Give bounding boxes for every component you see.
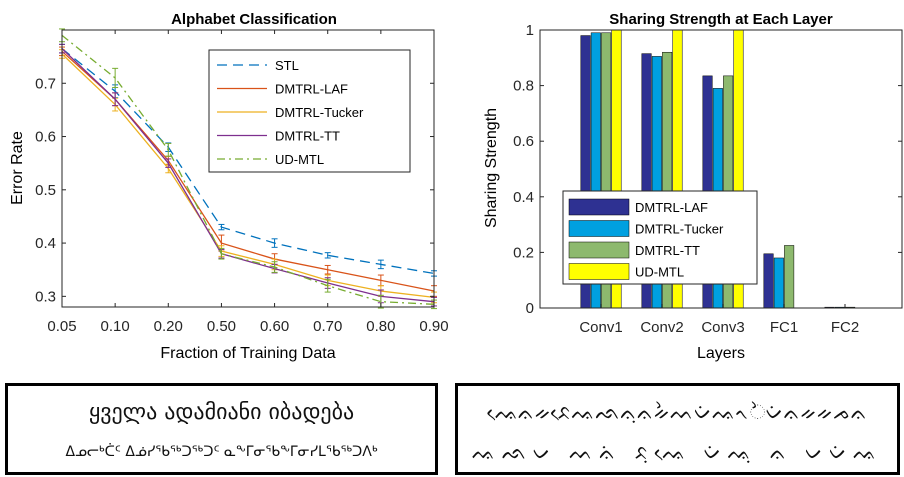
data-point [380, 279, 382, 281]
y-tick-label: 1 [526, 22, 534, 39]
x-tick-label: 0.05 [47, 318, 76, 335]
legend-swatch [568, 263, 630, 280]
left-x-axis-label: Fraction of Training Data [160, 345, 335, 362]
legend-entry: DMTRL-TT [635, 243, 700, 258]
y-tick-label: 0.6 [513, 133, 534, 150]
bar-group-fc1 [763, 245, 795, 309]
data-point [114, 77, 116, 79]
series-line [61, 53, 435, 299]
right-script-sample-box: ᨕᨙᨊᨀᨅᨙᨕᨒᨊᨘᨊᨀᨛᨓᨆᨗᨕᨚᨛᨆᨗᨊᨀᨀᨍᨊ ᨕᨒᨆ ᨓᨊᨗ ᨅᨘᨕᨙ … [455, 383, 900, 475]
x-tick-label: 0.10 [101, 318, 130, 335]
buginese-script-line-1: ᨕᨙᨊᨀᨅᨙᨕᨒᨊᨘᨊᨀᨛᨓᨆᨗᨕᨚᨛᨆᨗᨊᨀᨀᨍᨊ [487, 400, 868, 424]
legend-swatch [568, 241, 630, 259]
data-point [273, 242, 276, 244]
y-tick-label: 0 [526, 300, 534, 317]
x-tick-label: 0.90 [419, 318, 448, 335]
data-point [380, 301, 382, 303]
x-tick-label: 0.80 [366, 318, 395, 335]
left-chart-title: Alphabet Classification [171, 11, 337, 28]
x-tick-label: Conv2 [640, 319, 683, 336]
legend-box [208, 49, 411, 173]
y-tick-label: 0.8 [513, 78, 534, 95]
data-point [327, 285, 329, 287]
y-tick-label: 0.7 [35, 75, 56, 92]
x-tick-label: Conv3 [701, 319, 744, 336]
data-point [380, 263, 382, 265]
legend-entry: DMTRL-LAF [275, 82, 348, 97]
left-y-axis-label: Error Rate [9, 131, 26, 205]
legend-entry: UD-MTL [635, 265, 684, 280]
right-y-axis-label: Sharing Strength [483, 108, 500, 228]
data-point [220, 242, 223, 244]
data-point [167, 149, 169, 151]
data-point [167, 162, 169, 164]
left-chart-legend: STL DMTRL-LAF DMTRL-Tucker DMTRL-TT UD-MTL [208, 49, 411, 173]
bar-dmtrl-tucker [773, 257, 784, 309]
x-tick-label: 0.60 [260, 318, 289, 335]
legend-entry: DMTRL-Tucker [635, 222, 724, 237]
legend-entry: STL [275, 58, 299, 73]
data-point [273, 266, 276, 268]
right-chart-title: Sharing Strength at Each Layer [609, 11, 833, 28]
legend-entry: UD-MTL [275, 152, 324, 167]
georgian-script-line: ყველა ადამიანი იბადება [88, 400, 355, 425]
inuktitut-script-line: ᐃᓄᓕᒃᑖᑦ ᐃᓅᓯᖃᖅᑐᖅᑐᑦ ᓇᖕᒥᓂᖃᖕᒥᓂᓯᒪᖃᖅᑐᐱᒃ [65, 444, 378, 460]
bar-dmtrl-tt [784, 245, 795, 309]
x-tick-label: FC1 [770, 319, 798, 336]
data-point [220, 226, 223, 228]
legend-swatch [568, 220, 630, 237]
bar-chart-sharing-strength: Sharing Strength at Each Layer Conv1 Conv… [483, 11, 903, 362]
legend-swatch [568, 198, 630, 216]
line-chart-alphabet-classification: Alphabet Classification 0.05 0.10 0.20 0.50… [9, 11, 449, 362]
y-tick-label: 0.4 [513, 189, 534, 206]
right-plot-frame [539, 29, 903, 309]
series-line [61, 48, 435, 275]
data-point [167, 167, 169, 170]
x-tick-label: 0.70 [313, 318, 342, 335]
y-tick-label: 0.5 [35, 182, 56, 199]
data-point [114, 90, 116, 92]
legend-entry: DMTRL-Tucker [275, 105, 364, 120]
legend-entry: DMTRL-LAF [635, 200, 708, 215]
y-tick-label: 0.2 [513, 244, 534, 261]
data-point [220, 253, 223, 255]
left-script-sample-box: ყველა ადამიანი იბადება ᐃᓄᓕᒃᑖᑦ ᐃᓅᓯᖃᖅᑐᖅᑐᑦ … [5, 383, 438, 475]
bar-dmtrl-laf [763, 253, 774, 309]
y-tick-label: 0.6 [35, 129, 56, 146]
right-x-axis-label: Layers [697, 345, 745, 362]
y-tick-label: 0.3 [35, 288, 56, 305]
x-tick-label: Conv1 [579, 319, 622, 336]
legend-entry: DMTRL-TT [275, 129, 340, 144]
series-line [61, 48, 435, 303]
x-tick-label: 0.20 [154, 318, 183, 335]
series-line [61, 34, 435, 305]
data-point [327, 269, 329, 271]
right-chart-legend: DMTRL-LAF DMTRL-Tucker DMTRL-TT UD-MTL [562, 190, 758, 285]
buginese-script-line-2: ᨕᨒᨆ ᨓᨊᨗ ᨅᨘᨕᨙ ᨆᨗᨕᨘ ᨊ ᨆᨆᨗᨕ [472, 440, 883, 464]
x-tick-label: 0.50 [207, 318, 236, 335]
left-plot-frame [61, 29, 435, 308]
data-point [327, 254, 329, 256]
y-tick-label: 0.4 [35, 235, 56, 252]
x-tick-label: FC2 [831, 319, 859, 336]
data-point [114, 98, 116, 100]
